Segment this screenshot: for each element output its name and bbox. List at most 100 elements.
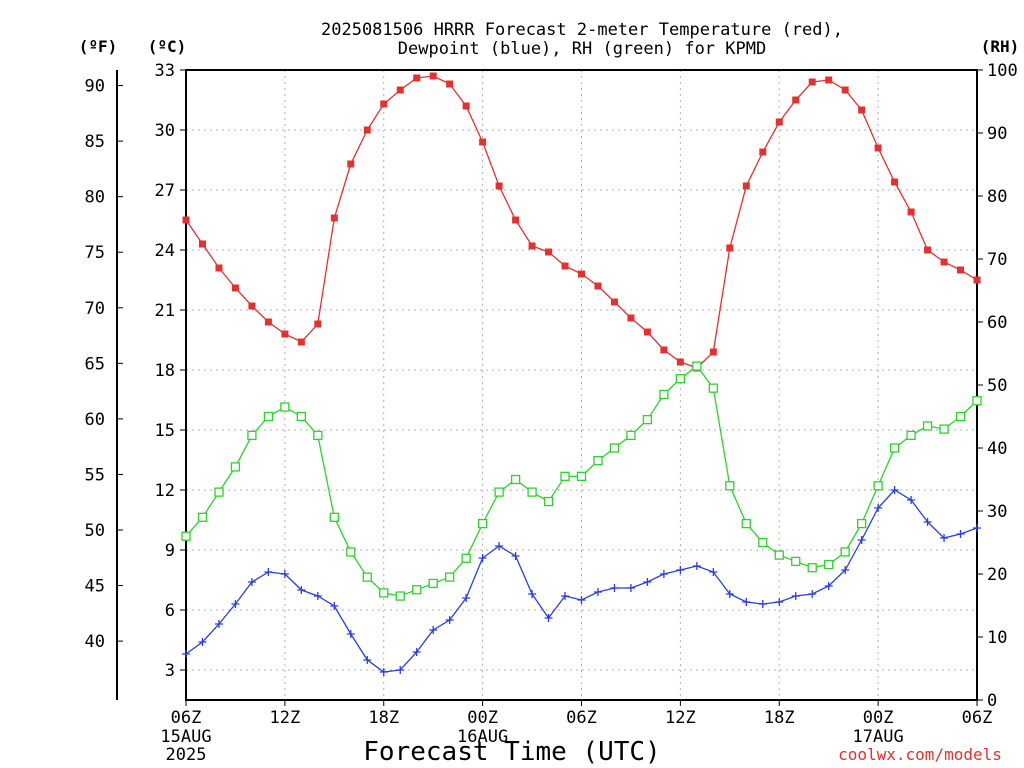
temperature-point [281, 330, 289, 338]
temperature-point [545, 248, 553, 256]
rh-point [428, 578, 438, 589]
dewpoint-point [874, 504, 883, 512]
celsius-tick-label: 21 [155, 301, 175, 321]
temperature-point [561, 262, 569, 270]
rh-tick-label: 0 [987, 691, 997, 711]
temperature-point [775, 118, 783, 126]
temperature-point [297, 338, 305, 346]
rh-point [939, 424, 949, 434]
rh-point [543, 496, 554, 507]
temperature-point [594, 282, 602, 290]
temperature-point [248, 302, 256, 310]
celsius-tick-label: 6 [165, 601, 175, 621]
x-tick-label: 18Z [368, 708, 399, 728]
dewpoint-point [857, 536, 866, 544]
temperature-point [709, 348, 717, 356]
rh-point [774, 550, 784, 560]
rh-point [824, 559, 834, 570]
dewpoint-point [231, 600, 240, 608]
celsius-unit-label: (ºC) [148, 37, 187, 56]
fahrenheit-tick-label: 65 [85, 354, 105, 374]
x-tick-label: 06Z [962, 708, 993, 728]
dewpoint-point [907, 496, 916, 504]
temperature-point [825, 76, 833, 84]
rh-unit-label: (RH) [981, 37, 1020, 56]
temperature-point [446, 80, 454, 88]
temperature-point [924, 246, 932, 254]
temperature-point [264, 318, 272, 326]
rh-point [708, 383, 718, 393]
rh-point [972, 396, 982, 406]
rh-point [758, 537, 768, 548]
rh-point [560, 471, 570, 482]
chart-title-line1: 2025081506 HRRR Forecast 2-meter Tempera… [321, 20, 843, 40]
rh-point [494, 487, 504, 497]
celsius-tick-label: 27 [155, 181, 175, 201]
dewpoint-point [412, 648, 421, 656]
x-tick-label: 06Z [566, 708, 597, 728]
rh-tick-label: 50 [987, 376, 1007, 396]
dewpoint-point [643, 578, 652, 586]
dewpoint-point [841, 566, 850, 574]
temperature-point [676, 358, 684, 366]
dewpoint-point [923, 518, 932, 526]
temperature-point [578, 270, 585, 278]
fahrenheit-tick-label: 40 [85, 632, 105, 652]
dewpoint-point [528, 590, 537, 598]
x-tick-label: 12Z [270, 708, 301, 728]
rh-point [197, 512, 208, 522]
series-dewpoint [182, 486, 981, 676]
dewpoint-point [659, 570, 668, 578]
celsius-tick-label: 3 [165, 661, 175, 681]
rh-tick-label: 90 [987, 124, 1007, 144]
rh-point [840, 547, 850, 557]
temperature-point [347, 160, 355, 168]
rh-tick-label: 10 [987, 628, 1007, 648]
rh-point [527, 487, 537, 497]
dewpoint-point [544, 614, 553, 622]
dewpoint-point [692, 562, 701, 570]
dewpoint-point [182, 650, 190, 658]
temperature-point [413, 74, 421, 82]
x-tick-label: 12Z [665, 708, 696, 728]
dewpoint-point [363, 656, 372, 664]
dewpoint-point [890, 486, 899, 494]
dewpoint-point [429, 626, 438, 634]
temperature-point [380, 100, 388, 108]
temperature-point [858, 106, 866, 114]
dewpoint-point [346, 630, 355, 638]
rh-point [379, 588, 389, 598]
dewpoint-point [214, 620, 223, 628]
x-date-label: 16AUG [457, 727, 508, 747]
dewpoint-point [511, 552, 520, 560]
rh-tick-label: 40 [987, 439, 1007, 459]
dewpoint-point [626, 584, 635, 592]
rh-point [955, 411, 966, 422]
dewpoint-point [676, 566, 685, 574]
dewpoint-point [478, 554, 487, 562]
fahrenheit-tick-label: 75 [85, 243, 105, 263]
temperature-point [198, 240, 206, 248]
fahrenheit-tick-label: 45 [85, 577, 105, 597]
temperature-point [841, 86, 849, 94]
dewpoint-point [462, 594, 471, 602]
dewpoint-point [824, 582, 833, 590]
rh-point [626, 430, 636, 441]
rh-point [263, 411, 274, 422]
temperature-point [874, 144, 882, 152]
temperature-point [182, 216, 190, 224]
dewpoint-point [396, 666, 405, 674]
rh-point [659, 389, 669, 400]
temperature-point [512, 216, 520, 224]
rh-point [362, 572, 372, 582]
dewpoint-point [791, 592, 800, 600]
dewpoint-point [973, 524, 981, 532]
rh-point [906, 430, 916, 441]
fahrenheit-tick-label: 90 [85, 77, 105, 97]
temperature-point [643, 328, 651, 336]
dewpoint-point [445, 616, 454, 624]
rh-point [346, 547, 356, 557]
temperature-point [429, 72, 437, 80]
temperature-point [231, 284, 239, 292]
